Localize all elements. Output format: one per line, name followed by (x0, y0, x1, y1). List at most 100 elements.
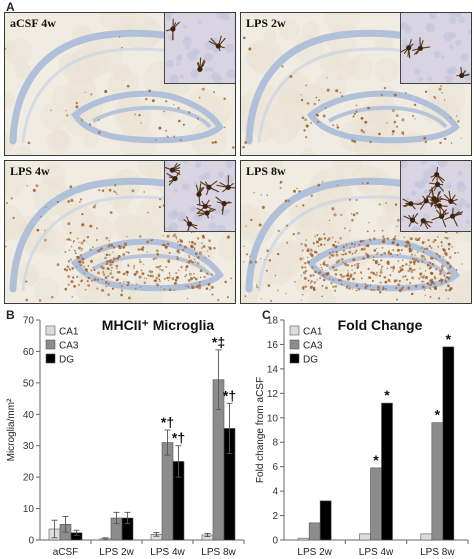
y-tick-label: 16 (267, 340, 279, 351)
panel-a-letter: A (6, 0, 15, 14)
y-tick-label: 18 (267, 316, 279, 327)
microglia-cell (403, 212, 419, 227)
micrograph-label: aCSF 4w (10, 16, 56, 30)
micrograph-label: LPS 2w (246, 16, 286, 30)
x-tick-label: LPS 4w (359, 547, 394, 558)
microglia-cell (196, 57, 206, 72)
significance-marker: * (373, 452, 379, 468)
y-tick-label: 50 (23, 378, 35, 389)
significance-marker: * (384, 387, 390, 403)
fold-change-chart: Fold Change 0 2 4 6 8 10 12 14 16 18 Fold change fr… (255, 316, 469, 558)
micrograph-lps-4w: LPS 4w (4, 160, 236, 304)
y-tick-label: 10 (23, 504, 35, 515)
significance-marker: * (435, 407, 441, 423)
x-tick-label: LPS 8w (420, 547, 455, 558)
x-tick-label: LPS 2w (297, 547, 332, 558)
microglia-cell (456, 66, 470, 79)
x-tick-label: LPS 8w (201, 547, 236, 558)
legend-label: CA3 (303, 341, 323, 352)
bar-dg (319, 500, 332, 541)
microglia-cell (165, 162, 181, 176)
significance-marker: *† (172, 430, 185, 446)
hippocampus-image (241, 13, 470, 155)
legend-swatch (45, 339, 56, 350)
y-tick-label: 12 (267, 389, 279, 400)
micrograph-inset (400, 13, 471, 84)
microglia-cell (412, 37, 431, 55)
significance-marker: *† (223, 387, 236, 403)
microglia-cell (196, 207, 214, 219)
bar-ca1 (359, 533, 371, 541)
chart-title: MHCII⁺ Microglia (102, 317, 215, 333)
y-tick-label: 0 (28, 536, 34, 547)
micrograph-lps-2w: LPS 2w (240, 12, 472, 156)
microglia-cell (402, 198, 423, 210)
legend-swatch (45, 353, 56, 364)
bar-ca3 (161, 442, 174, 541)
microglia-cell (428, 176, 445, 192)
legend-swatch (289, 353, 300, 364)
microglia-cell (183, 216, 198, 231)
micrograph-lps-8w: LPS 8w (240, 160, 472, 304)
y-tick-label: 8 (272, 438, 278, 449)
legend-swatch (289, 325, 300, 336)
microglia-cell (165, 18, 181, 41)
microglia-cell (216, 175, 235, 193)
dentate-gyrus (306, 238, 460, 292)
bar-ca3 (431, 422, 444, 541)
micrograph-inset (164, 161, 235, 232)
y-tick-label: 60 (23, 347, 35, 358)
x-tick-label: aCSF (53, 547, 79, 558)
bar-ca3 (370, 467, 382, 541)
microglia-cell (195, 183, 205, 206)
micrograph-label: LPS 4w (10, 164, 50, 178)
bar-ca1 (297, 537, 310, 541)
legend-label: DG (303, 355, 318, 366)
micrograph-grid: aCSF 4w LPS 2w LPS 4w LPS 8w (4, 12, 472, 304)
y-tick-label: 6 (272, 462, 278, 473)
y-axis-label: Microglia/mm² (6, 398, 17, 461)
significance-marker: * (446, 331, 452, 347)
legend-label: CA1 (303, 327, 323, 338)
y-tick-label: 20 (23, 473, 35, 484)
bar-dg (381, 402, 393, 541)
legend-label: CA3 (59, 341, 79, 352)
y-tick-label: 0 (272, 536, 278, 547)
legend-label: DG (59, 355, 74, 366)
legend-swatch (289, 339, 300, 350)
microglia-cell (401, 39, 414, 59)
dentate-gyrus (70, 90, 224, 144)
microglia-cell (430, 167, 446, 184)
x-tick-label: LPS 4w (150, 547, 185, 558)
legend-swatch (45, 325, 56, 336)
microglia-cell (215, 196, 232, 215)
panel-b-letter: B (6, 308, 15, 322)
bar-ca1 (420, 533, 433, 541)
microglia-cell (166, 171, 181, 186)
microglia-cell (419, 218, 433, 230)
micrograph-acsf-4w: aCSF 4w (4, 12, 236, 156)
y-tick-label: 2 (272, 511, 278, 522)
bar-dg (442, 346, 455, 541)
y-axis-label: Fold change from aCSF (255, 377, 266, 483)
dentate-gyrus (306, 90, 460, 144)
micrograph-inset (164, 13, 235, 84)
y-tick-label: 70 (23, 316, 35, 327)
microglia-density-chart: MHCII⁺ Microglia 0 10 20 30 40 50 60 70 Microglia… (6, 316, 245, 558)
bar-ca3 (308, 522, 321, 541)
microglia-cell (429, 199, 448, 215)
panel-c-letter: C (262, 308, 271, 322)
micrograph-label: LPS 8w (246, 164, 286, 178)
x-tick-label: LPS 2w (99, 547, 134, 558)
significance-marker: *‡ (212, 334, 225, 350)
y-tick-label: 10 (267, 413, 279, 424)
significance-marker: *† (161, 414, 174, 430)
y-tick-label: 14 (267, 364, 279, 375)
chart-title: Fold Change (338, 317, 423, 333)
y-tick-label: 40 (23, 410, 35, 421)
hippocampus-image (241, 161, 471, 303)
microglia-cell (196, 199, 217, 215)
micrograph-inset (400, 161, 471, 232)
microglia-cell (208, 35, 226, 52)
microglia-cell (199, 180, 220, 196)
